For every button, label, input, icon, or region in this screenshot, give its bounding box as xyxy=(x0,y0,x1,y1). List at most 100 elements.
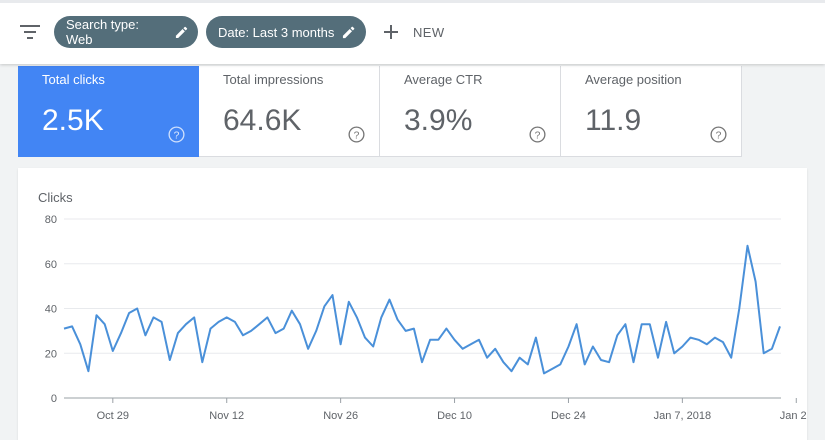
metric-cards: Total clicks 2.5K ? Total impressions 64… xyxy=(18,66,742,158)
metric-label: Total impressions xyxy=(223,72,324,87)
svg-text:?: ? xyxy=(174,130,180,141)
data-point xyxy=(624,323,626,325)
help-icon[interactable]: ? xyxy=(348,126,365,143)
y-tick-label: 20 xyxy=(45,348,57,360)
y-tick-label: 60 xyxy=(45,259,57,271)
data-point xyxy=(592,346,594,348)
data-point xyxy=(519,357,521,359)
data-point xyxy=(372,346,374,348)
x-tick-label: Dec 24 xyxy=(551,410,586,422)
data-point xyxy=(738,308,740,310)
data-point xyxy=(568,346,570,348)
data-point xyxy=(763,352,765,354)
data-point xyxy=(600,359,602,361)
filter-list-icon[interactable] xyxy=(20,24,40,40)
y-tick-label: 80 xyxy=(45,214,57,226)
x-tick-label: Dec 10 xyxy=(437,410,472,422)
data-point xyxy=(356,316,358,318)
data-point xyxy=(87,370,89,372)
data-point xyxy=(112,350,114,352)
data-point xyxy=(502,361,504,363)
data-point xyxy=(405,330,407,332)
search-type-chip-label: Search type: Web xyxy=(66,17,139,47)
data-point xyxy=(291,310,293,312)
metric-value: 2.5K xyxy=(42,104,104,137)
data-point xyxy=(755,281,757,283)
data-point xyxy=(266,316,268,318)
metric-label: Total clicks xyxy=(42,72,105,87)
data-point xyxy=(413,328,415,330)
data-point xyxy=(641,323,643,325)
svg-text:?: ? xyxy=(354,130,360,141)
data-point xyxy=(161,321,163,323)
data-point xyxy=(71,325,73,327)
data-point xyxy=(307,348,309,350)
data-point xyxy=(771,348,773,350)
date-range-chip-label: Date: Last 3 months xyxy=(218,24,335,40)
date-range-chip[interactable]: Date: Last 3 months xyxy=(206,16,366,48)
data-point xyxy=(389,299,391,301)
data-point xyxy=(283,328,285,330)
data-point xyxy=(714,337,716,339)
data-point xyxy=(462,348,464,350)
data-point xyxy=(275,332,277,334)
data-point xyxy=(527,363,529,365)
data-point xyxy=(633,361,635,363)
data-point xyxy=(673,352,675,354)
data-point xyxy=(421,361,423,363)
data-point xyxy=(454,339,456,341)
y-tick-label: 0 xyxy=(51,393,57,405)
data-point xyxy=(210,328,212,330)
data-point xyxy=(779,325,781,327)
data-point xyxy=(323,305,325,307)
svg-text:?: ? xyxy=(716,130,722,141)
y-axis-title: Clicks xyxy=(38,190,73,205)
data-point xyxy=(698,339,700,341)
clicks-line-chart: Clicks 0 20 40 60 80 Oct 29 Nov 12 Nov 26 Dec 10 D… xyxy=(38,190,807,422)
svg-text:?: ? xyxy=(535,130,541,141)
data-point xyxy=(380,316,382,318)
data-point xyxy=(169,359,171,361)
metric-label: Average position xyxy=(585,72,682,87)
data-point xyxy=(193,316,195,318)
data-point xyxy=(649,323,651,325)
data-point xyxy=(397,319,399,321)
data-point xyxy=(348,301,350,303)
data-point xyxy=(616,334,618,336)
data-point xyxy=(478,339,480,341)
metric-card-average-position[interactable]: Average position 11.9 ? xyxy=(561,66,742,157)
data-point xyxy=(315,330,317,332)
clicks-series-line xyxy=(63,244,781,375)
data-point xyxy=(543,372,545,374)
data-point xyxy=(445,328,447,330)
new-filter-button[interactable]: NEW xyxy=(383,16,445,48)
x-tick-label: Nov 12 xyxy=(209,410,244,422)
help-icon[interactable]: ? xyxy=(529,126,546,143)
data-point xyxy=(128,312,130,314)
data-point xyxy=(120,332,122,334)
help-icon[interactable]: ? xyxy=(710,126,727,143)
data-point xyxy=(63,328,65,330)
data-point xyxy=(242,334,244,336)
metric-card-total-impressions[interactable]: Total impressions 64.6K ? xyxy=(199,66,380,157)
metric-card-average-ctr[interactable]: Average CTR 3.9% ? xyxy=(380,66,561,157)
clicks-chart-panel: Clicks 0 20 40 60 80 Oct 29 Nov 12 Nov 26 Dec 10 D… xyxy=(18,168,807,440)
data-point xyxy=(201,361,203,363)
metric-value: 11.9 xyxy=(585,104,642,137)
data-point xyxy=(665,321,667,323)
data-point xyxy=(657,357,659,359)
pencil-icon xyxy=(343,26,355,38)
help-icon[interactable]: ? xyxy=(168,126,185,143)
data-point xyxy=(364,337,366,339)
search-type-chip[interactable]: Search type: Web xyxy=(54,16,198,48)
metric-card-total-clicks[interactable]: Total clicks 2.5K ? xyxy=(18,66,199,157)
data-point xyxy=(730,357,732,359)
pencil-icon xyxy=(176,26,188,38)
data-point xyxy=(104,323,106,325)
data-point xyxy=(226,316,228,318)
data-point xyxy=(706,343,708,345)
data-point xyxy=(332,294,334,296)
data-point xyxy=(250,330,252,332)
data-point xyxy=(722,341,724,343)
